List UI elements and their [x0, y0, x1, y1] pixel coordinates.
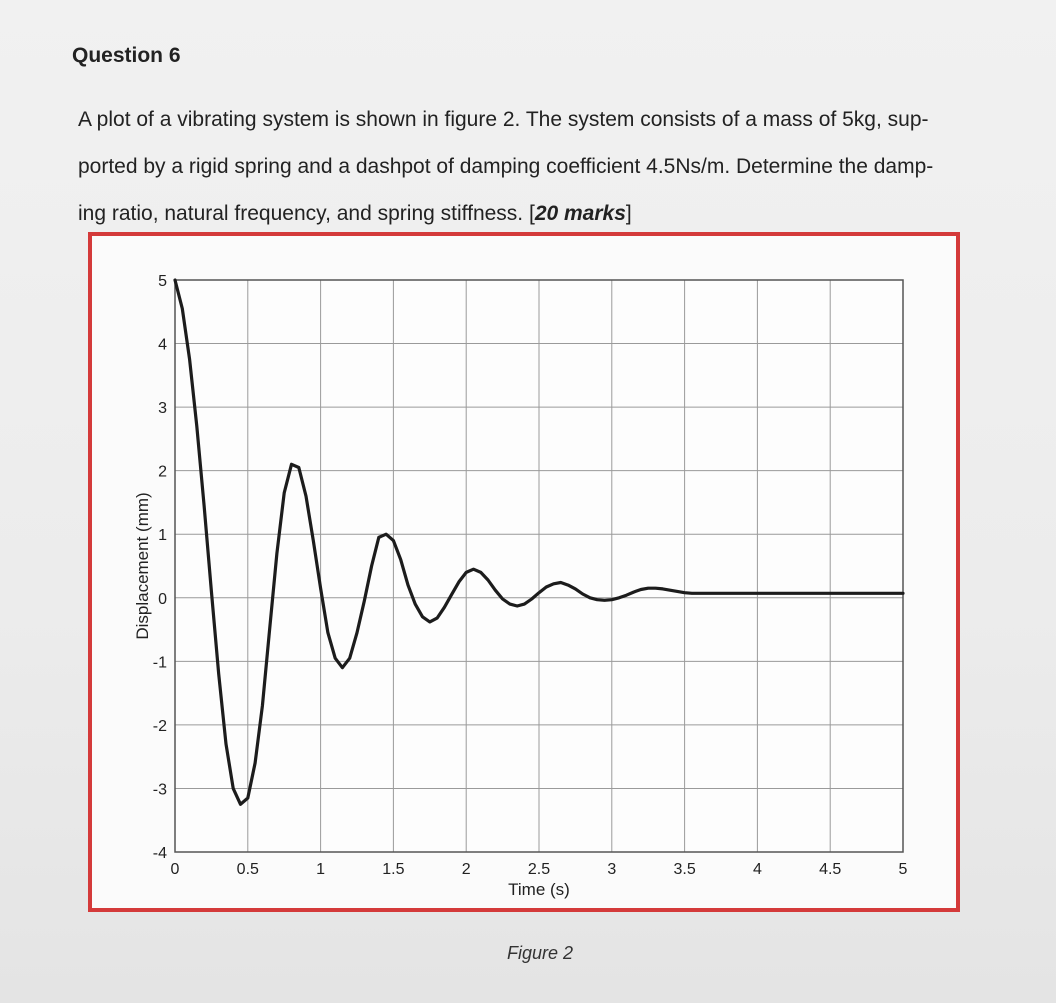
- x-axis-label: Time (s): [508, 880, 570, 899]
- x-tick-label: 4: [753, 861, 762, 878]
- x-tick-label: 4.5: [819, 861, 841, 878]
- question-title: Question 6: [72, 44, 181, 67]
- y-axis-ticks: -4 -3 -2 -1 0 1 2 3 4 5: [153, 273, 167, 862]
- series-line-displacement: [173, 278, 905, 806]
- y-tick-label: -1: [153, 654, 167, 671]
- question-line-3-suffix: ]: [625, 202, 632, 225]
- y-tick-label: 3: [158, 400, 167, 417]
- x-axis-ticks: 0 0.5 1 1.5 2 2.5 3 3.5 4 4.5 5: [171, 861, 908, 878]
- figure-frame: 0 0.5 1 1.5 2 2.5 3 3.5 4 4.5 5 -4 -3 -2 -1 0 1 2 3 4 5 Tim…: [88, 232, 960, 912]
- x-tick-label: 3.5: [673, 861, 695, 878]
- y-tick-label: 5: [158, 273, 167, 290]
- question-line-1: A plot of a vibrating system is shown in…: [78, 108, 929, 131]
- x-tick-label: 1.5: [382, 861, 404, 878]
- plot-border: [174, 279, 904, 853]
- y-tick-label: -3: [153, 781, 167, 798]
- y-axis-label: Displacement (mm): [133, 492, 152, 639]
- y-tick-label: 0: [158, 591, 167, 608]
- question-line-3-prefix: ing ratio, natural frequency, and spring…: [78, 202, 535, 225]
- x-tick-label: 1: [316, 861, 325, 878]
- y-tick-label: -2: [153, 718, 167, 735]
- x-tick-label: 2.5: [528, 861, 550, 878]
- x-tick-label: 2: [462, 861, 471, 878]
- x-tick-label: 0.5: [237, 861, 259, 878]
- displacement-time-chart: 0 0.5 1 1.5 2 2.5 3 3.5 4 4.5 5 -4 -3 -2 -1 0 1 2 3 4 5 Tim…: [133, 273, 908, 899]
- question-line-2: ported by a rigid spring and a dashpot o…: [78, 155, 934, 178]
- question-text: A plot of a vibrating system is shown in…: [78, 96, 978, 237]
- x-tick-label: 3: [607, 861, 616, 878]
- y-tick-label: 1: [158, 527, 167, 544]
- y-tick-label: 4: [158, 337, 167, 354]
- figure-caption: Figure 2: [506, 943, 574, 963]
- y-tick-label: 2: [158, 464, 167, 481]
- y-tick-label: -4: [153, 845, 167, 862]
- x-tick-label: 5: [899, 861, 908, 878]
- x-tick-label: 0: [171, 861, 180, 878]
- question-marks: 20 marks: [534, 202, 626, 225]
